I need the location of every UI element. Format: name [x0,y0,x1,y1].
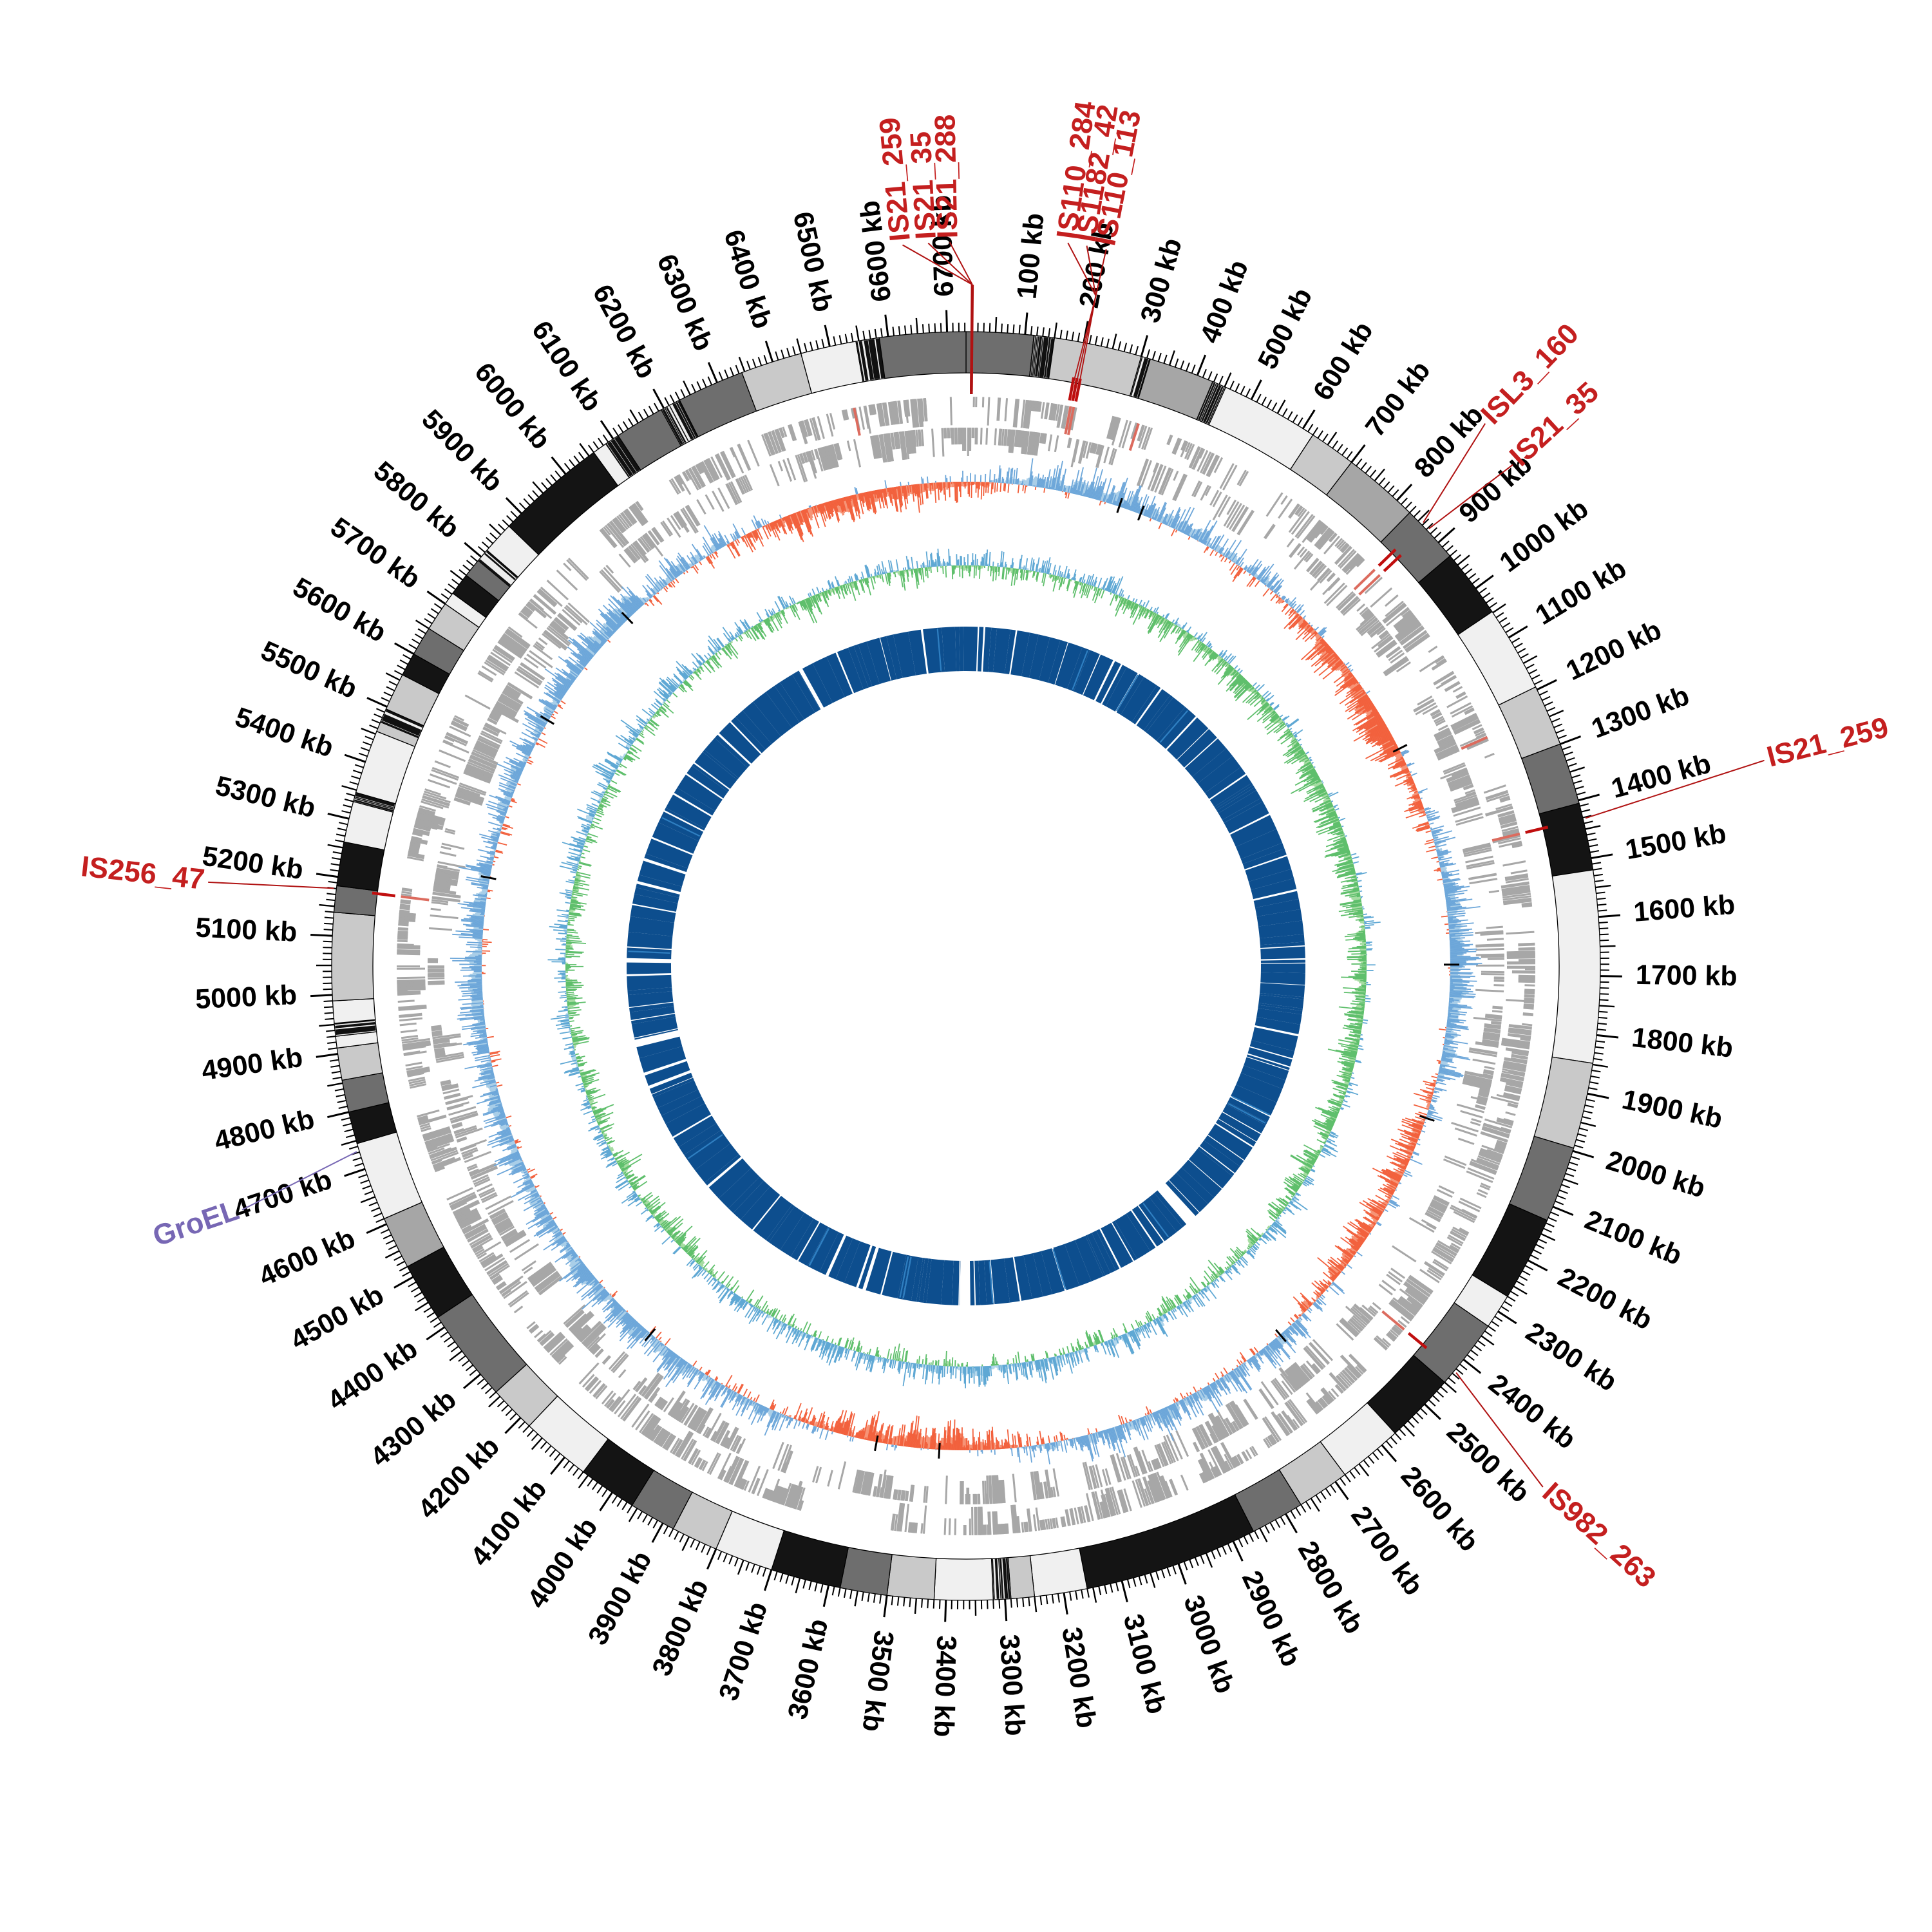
tick-label: 3700 kb [713,1598,773,1705]
coverage-ring [624,627,1305,1308]
annotation-label: IS21_259 [1763,710,1891,773]
annotation-label: GroEL [149,1193,243,1253]
tick-label: 1500 kb [1623,818,1728,866]
tick-label: 6300 kb [650,250,719,355]
tick-label: 3800 kb [646,1575,714,1680]
tick-label: 1700 kb [1636,960,1738,992]
tick-label: 2700 kb [1345,1501,1429,1601]
tick-label: 5500 kb [256,635,362,705]
annotation-label: IS21_288 [928,114,963,239]
tick-label: 3200 kb [1056,1625,1102,1730]
tick-label: 3300 kb [994,1633,1031,1736]
tick-label: 700 kb [1359,355,1436,442]
tick-label: 5200 kb [200,840,305,886]
tick-label: 2900 kb [1236,1566,1307,1671]
tick-label: 3600 kb [782,1616,834,1722]
cds-forward-track [396,397,1536,1536]
tick-label: 1000 kb [1494,493,1594,578]
tick-label: 4900 kb [200,1042,305,1086]
tick-label: 6200 kb [587,279,662,384]
tick-label: 100 kb [1011,212,1050,301]
tick-label: 1400 kb [1608,748,1714,805]
tick-label: 800 kb [1408,399,1490,484]
gc-skew-track [450,458,1482,1464]
annotation-label: IS982_263 [1537,1475,1663,1594]
tick-label: 6500 kb [787,209,839,314]
tick-label: 2300 kb [1520,1316,1622,1397]
tick-label: 2600 kb [1395,1461,1485,1558]
tick-label: 4600 kb [254,1223,360,1293]
gc-content-track [547,548,1381,1388]
tick-label: 3400 kb [928,1635,962,1738]
karyotype-ring [331,331,1601,1601]
tick-label: 4200 kb [412,1431,506,1525]
tick-label: 5600 kb [288,572,392,649]
tick-label: 4100 kb [464,1473,553,1572]
tick-label: 2800 kb [1292,1536,1370,1639]
tick-label: 3000 kb [1177,1591,1240,1698]
tick-label: 400 kb [1195,256,1255,347]
tick-label: 2200 kb [1553,1262,1657,1336]
tick-label: 1200 kb [1561,614,1666,687]
tick-label: 5300 kb [213,770,319,824]
tick-label: 5900 kb [415,404,509,498]
tick-label: 3500 kb [856,1629,899,1734]
tick-label: 2000 kb [1603,1145,1709,1204]
tick-label: 1100 kb [1530,553,1632,631]
tick-label: 5100 kb [195,912,298,947]
tick-label: 2500 kb [1441,1416,1535,1509]
scale-ticks [310,310,1622,1622]
tick-label: 600 kb [1307,316,1379,406]
tick-label: 1600 kb [1633,889,1736,928]
tick-label: 6100 kb [526,316,608,417]
tick-label: 4000 kb [522,1512,604,1614]
tick-label: 500 kb [1252,283,1318,374]
annotation-label: IS21_35 [904,131,942,240]
tick-label: 1800 kb [1630,1022,1734,1064]
tick-label: 5400 kb [231,701,337,763]
tick-label: 300 kb [1135,234,1188,326]
tick-label: 4800 kb [211,1104,317,1157]
tick-label: 4400 kb [322,1333,423,1416]
tick-label: 5800 kb [368,455,466,544]
annotation-leader-lines [208,242,1765,1488]
tick-label: 5700 kb [325,511,426,594]
tick-label: 3100 kb [1117,1611,1172,1718]
tick-label: 1300 kb [1587,680,1694,744]
tick-label: 5000 kb [194,980,298,1015]
tick-label: 1900 kb [1619,1084,1725,1135]
tick-label: 4500 kb [285,1280,389,1356]
tick-label: 4300 kb [365,1384,462,1473]
cds-reverse-track [427,427,1505,1505]
tick-label: 4700 kb [230,1164,336,1226]
tick-label: 2400 kb [1482,1368,1582,1455]
tick-label: 3900 kb [582,1546,658,1651]
annotation-label: IS256_47 [79,849,206,896]
tick-label: 6000 kb [468,357,556,455]
tick-label: 6400 kb [717,226,778,332]
tick-label: 2100 kb [1580,1204,1686,1271]
